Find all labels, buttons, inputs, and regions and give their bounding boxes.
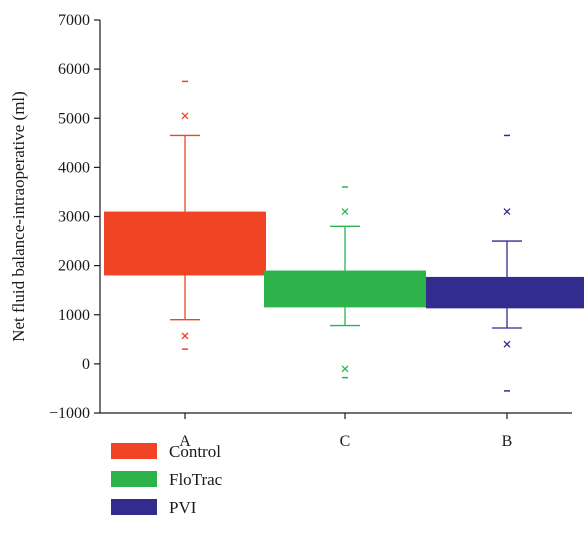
legend-item-pvi: PVI: [111, 498, 197, 517]
legend: Control FloTrac PVI: [111, 442, 223, 517]
x-tick-label: C: [340, 433, 351, 450]
legend-swatch: [111, 471, 157, 487]
box-group-b: [426, 134, 584, 392]
outlier-marker: [181, 332, 189, 340]
legend-label: PVI: [169, 498, 197, 517]
outlier-marker: [503, 208, 511, 216]
box-group-a: [104, 80, 266, 350]
y-tick-label: 5000: [58, 110, 90, 127]
y-tick-label: 1000: [58, 307, 90, 324]
outlier-marker: [341, 365, 349, 373]
outlier-marker: [503, 340, 511, 348]
y-axis-label: Net fluid balance-intraoperative (ml): [9, 91, 28, 342]
legend-swatch: [111, 499, 157, 515]
x-tick-label: B: [502, 433, 513, 450]
y-tick-label: 4000: [58, 159, 90, 176]
box-iqr: [426, 276, 584, 309]
legend-label: Control: [169, 442, 221, 461]
y-tick-label: 0: [82, 356, 90, 373]
box-iqr: [104, 211, 266, 276]
y-tick-label: 3000: [58, 209, 90, 226]
axes: −1000 0 1000 2000 3000 4000 5000 6000 7000 A C B Net…: [9, 12, 572, 450]
x-tick-label: A: [179, 433, 191, 450]
legend-label: FloTrac: [169, 470, 223, 489]
y-tick-label: −1000: [49, 405, 90, 422]
legend-item-flotrac: FloTrac: [111, 470, 223, 489]
y-tick-label: 7000: [58, 12, 90, 29]
legend-item-control: Control: [111, 442, 221, 461]
box-iqr: [264, 270, 426, 308]
outlier-marker: [181, 112, 189, 120]
legend-swatch: [111, 443, 157, 459]
y-tick-label: 6000: [58, 61, 90, 78]
plot-area: [104, 80, 584, 392]
box-group-c: [264, 186, 426, 379]
y-tick-label: 2000: [58, 258, 90, 275]
outlier-marker: [341, 208, 349, 216]
